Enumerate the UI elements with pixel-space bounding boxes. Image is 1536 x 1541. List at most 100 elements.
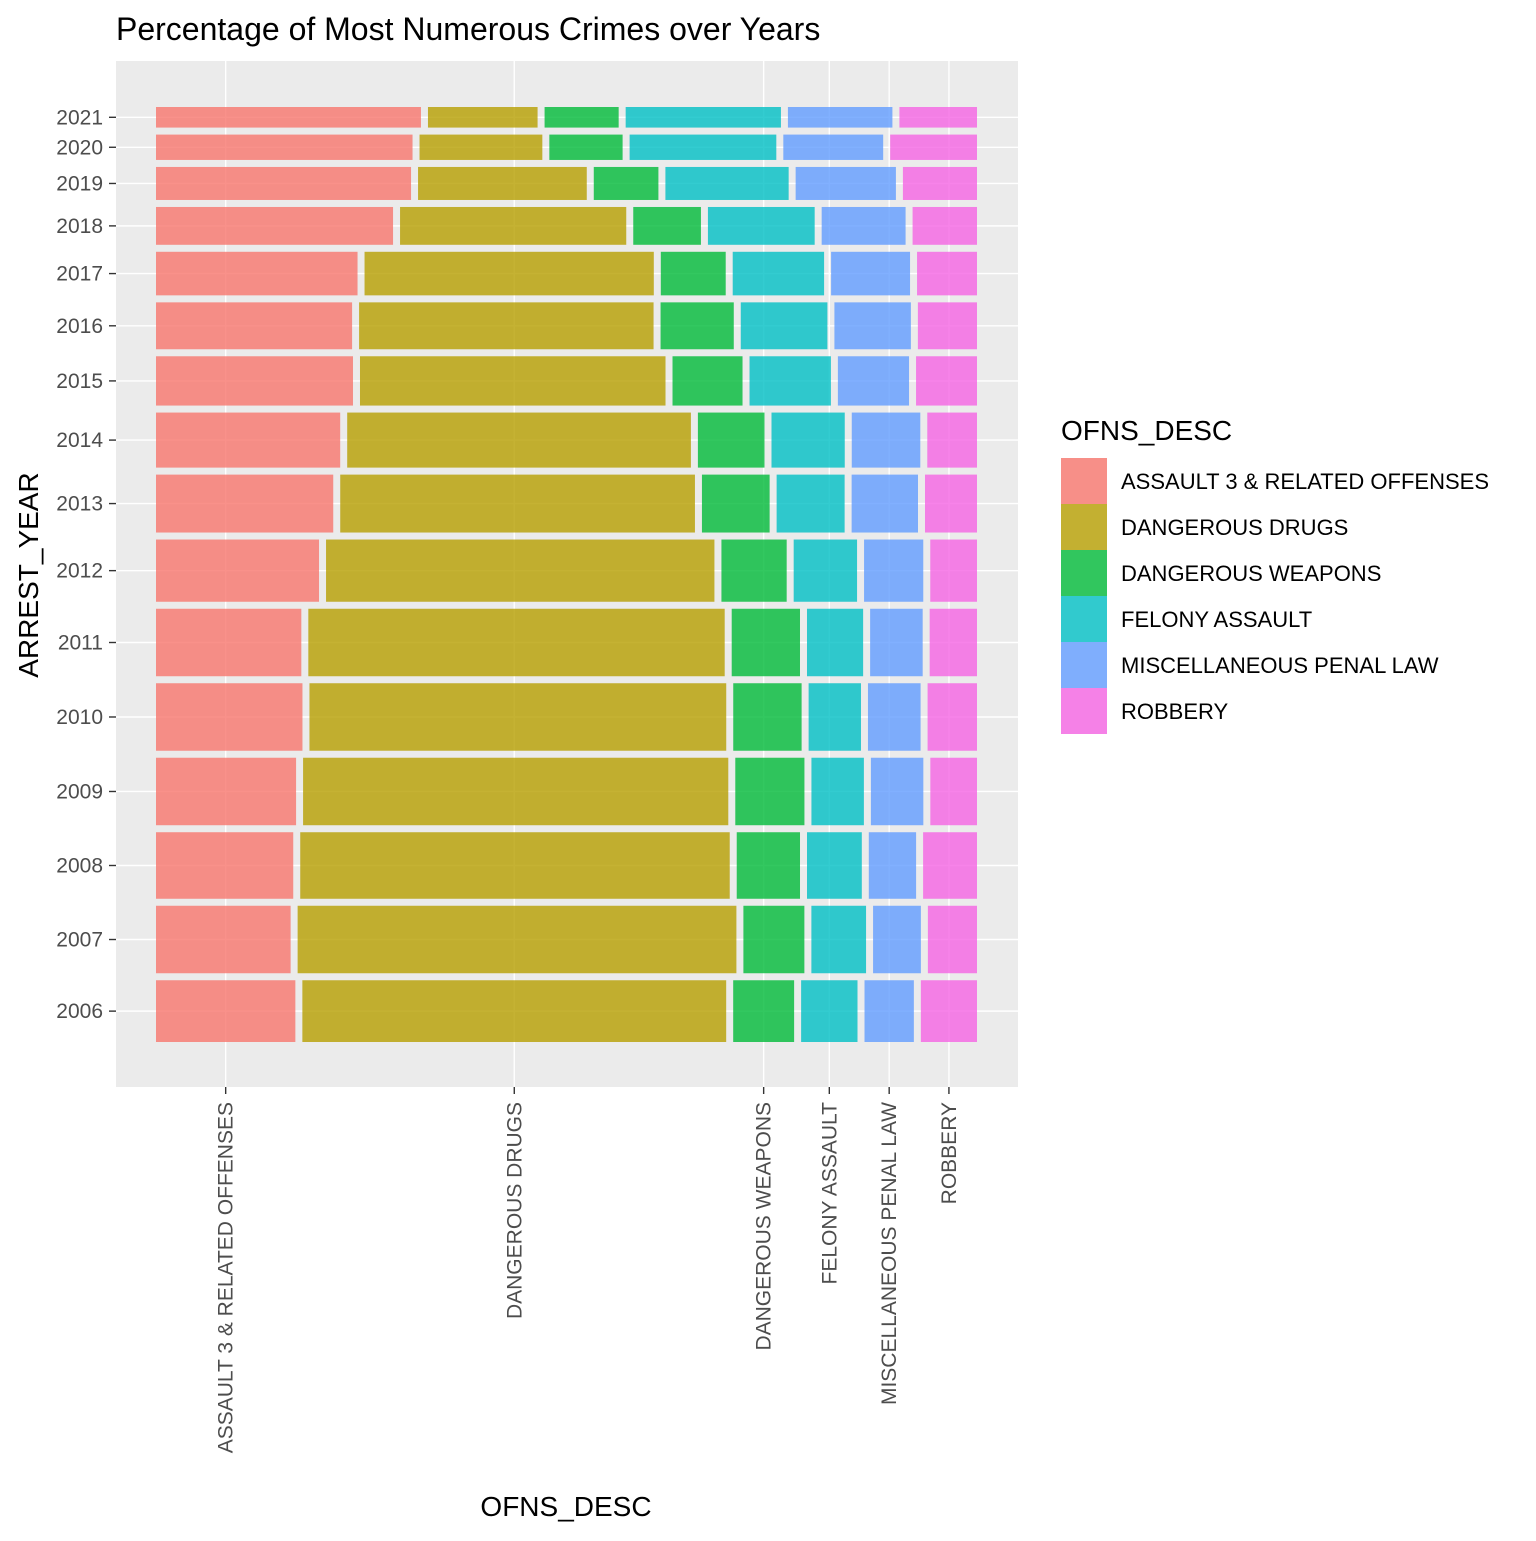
x-tick-label: FELONY ASSAULT xyxy=(818,1102,841,1285)
mosaic-tile xyxy=(916,356,977,406)
mosaic-tile xyxy=(156,134,413,160)
mosaic-tile xyxy=(156,474,334,533)
mosaic-tile xyxy=(851,474,918,533)
mosaic-tile xyxy=(156,905,291,974)
legend-title: OFNS_DESC xyxy=(1061,415,1232,446)
mosaic-tile xyxy=(864,980,914,1042)
mosaic-tile xyxy=(870,757,924,826)
mosaic-tile xyxy=(743,905,805,974)
mosaic-tile xyxy=(927,905,977,974)
mosaic-tile xyxy=(347,412,691,468)
mosaic-tile xyxy=(302,980,727,1042)
mosaic-tile xyxy=(733,683,802,751)
mosaic-tile xyxy=(783,134,884,160)
mosaic-tile xyxy=(807,832,862,899)
y-tick-label: 2011 xyxy=(58,631,103,654)
mosaic-tile xyxy=(793,539,858,602)
mosaic-tile xyxy=(811,905,867,974)
legend-key xyxy=(1061,642,1107,688)
mosaic-tile xyxy=(868,832,917,899)
mosaic-tile xyxy=(917,251,977,296)
mosaic-tile xyxy=(899,107,977,128)
mosaic-tile xyxy=(156,608,302,677)
x-axis: ASSAULT 3 & RELATED OFFENSES DANGEROUS DR… xyxy=(215,1087,961,1453)
y-tick-label: 2013 xyxy=(56,493,103,516)
legend-key xyxy=(1061,550,1107,596)
mosaic-tile xyxy=(851,412,921,468)
mosaic-tile xyxy=(418,166,587,200)
y-tick-label: 2017 xyxy=(56,263,103,286)
mosaic-tile xyxy=(156,356,353,406)
mosaic-tile xyxy=(787,107,893,128)
mosaic-tile xyxy=(771,412,845,468)
mosaic-tile xyxy=(902,166,977,200)
mosaic-tile xyxy=(156,302,353,350)
mosaic-tile xyxy=(873,905,921,974)
y-tick-label: 2012 xyxy=(56,560,103,583)
mosaic-tile xyxy=(544,107,619,128)
x-tick-label: DANGEROUS DRUGS xyxy=(503,1102,526,1319)
y-tick-label: 2009 xyxy=(56,780,103,803)
mosaic-tile xyxy=(749,356,831,406)
mosaic-tile xyxy=(806,608,864,677)
x-axis-title: OFNS_DESC xyxy=(480,1491,651,1522)
x-tick-label: ASSAULT 3 & RELATED OFFENSES xyxy=(215,1102,238,1453)
x-tick-label: ROBBERY xyxy=(938,1102,961,1204)
mosaic-tile xyxy=(156,206,394,245)
mosaic-tile xyxy=(920,980,977,1042)
mosaic-tile xyxy=(733,980,795,1042)
mosaic-tile xyxy=(549,134,623,160)
mosaic-tile xyxy=(303,757,729,826)
mosaic-tile xyxy=(801,980,858,1042)
mosaic-tile xyxy=(808,683,861,751)
mosaic-tile xyxy=(660,251,726,296)
x-tick-label: DANGEROUS WEAPONS xyxy=(753,1102,776,1351)
mosaic-tile xyxy=(359,302,654,350)
legend-label: MISCELLANEOUS PENAL LAW xyxy=(1121,653,1439,678)
mosaic-tile xyxy=(923,832,977,899)
mosaic-tile xyxy=(156,757,297,826)
legend-label: ROBBERY xyxy=(1121,699,1229,724)
mosaic-tile xyxy=(736,832,801,899)
mosaic-tile xyxy=(419,134,543,160)
mosaic-tile xyxy=(831,251,911,296)
legend-label: FELONY ASSAULT xyxy=(1121,607,1312,632)
mosaic-tile xyxy=(309,683,727,751)
mosaic-tile xyxy=(156,251,358,296)
mosaic-tile xyxy=(707,206,815,245)
mosaic-tile xyxy=(834,302,911,350)
mosaic-tile xyxy=(297,905,737,974)
mosaic-tile xyxy=(870,608,923,677)
mosaic-tile xyxy=(927,683,977,751)
mosaic-tile xyxy=(400,206,627,245)
mosaic-tile xyxy=(929,608,977,677)
y-axis-title: ARREST_YEAR xyxy=(13,472,44,677)
mosaic-tile xyxy=(326,539,715,602)
mosaic-tile xyxy=(593,166,659,200)
mosaic-tile xyxy=(927,412,977,468)
mosaic-tile xyxy=(156,166,412,200)
y-tick-label: 2016 xyxy=(56,315,103,338)
y-tick-label: 2008 xyxy=(56,854,103,877)
legend-key xyxy=(1061,504,1107,550)
mosaic-tile xyxy=(740,302,828,350)
mosaic-tile xyxy=(912,206,977,245)
mosaic-tile xyxy=(156,107,421,128)
legend-key xyxy=(1061,688,1107,734)
mosaic-tile xyxy=(665,166,789,200)
mosaic-tile xyxy=(837,356,910,406)
mosaic-tile xyxy=(300,832,730,899)
mosaic-tile xyxy=(364,251,654,296)
mosaic-tile xyxy=(672,356,743,406)
mosaic-tile xyxy=(917,302,977,350)
mosaic-tile xyxy=(660,302,734,350)
mosaic-tile xyxy=(735,757,805,826)
mosaic-tile xyxy=(731,608,800,677)
mosaic-tile xyxy=(721,539,787,602)
mosaic-tile xyxy=(156,683,303,751)
x-tick-label: MISCELLANEOUS PENAL LAW xyxy=(878,1102,901,1405)
legend-label: DANGEROUS DRUGS xyxy=(1121,515,1348,540)
legend-key xyxy=(1061,458,1107,504)
